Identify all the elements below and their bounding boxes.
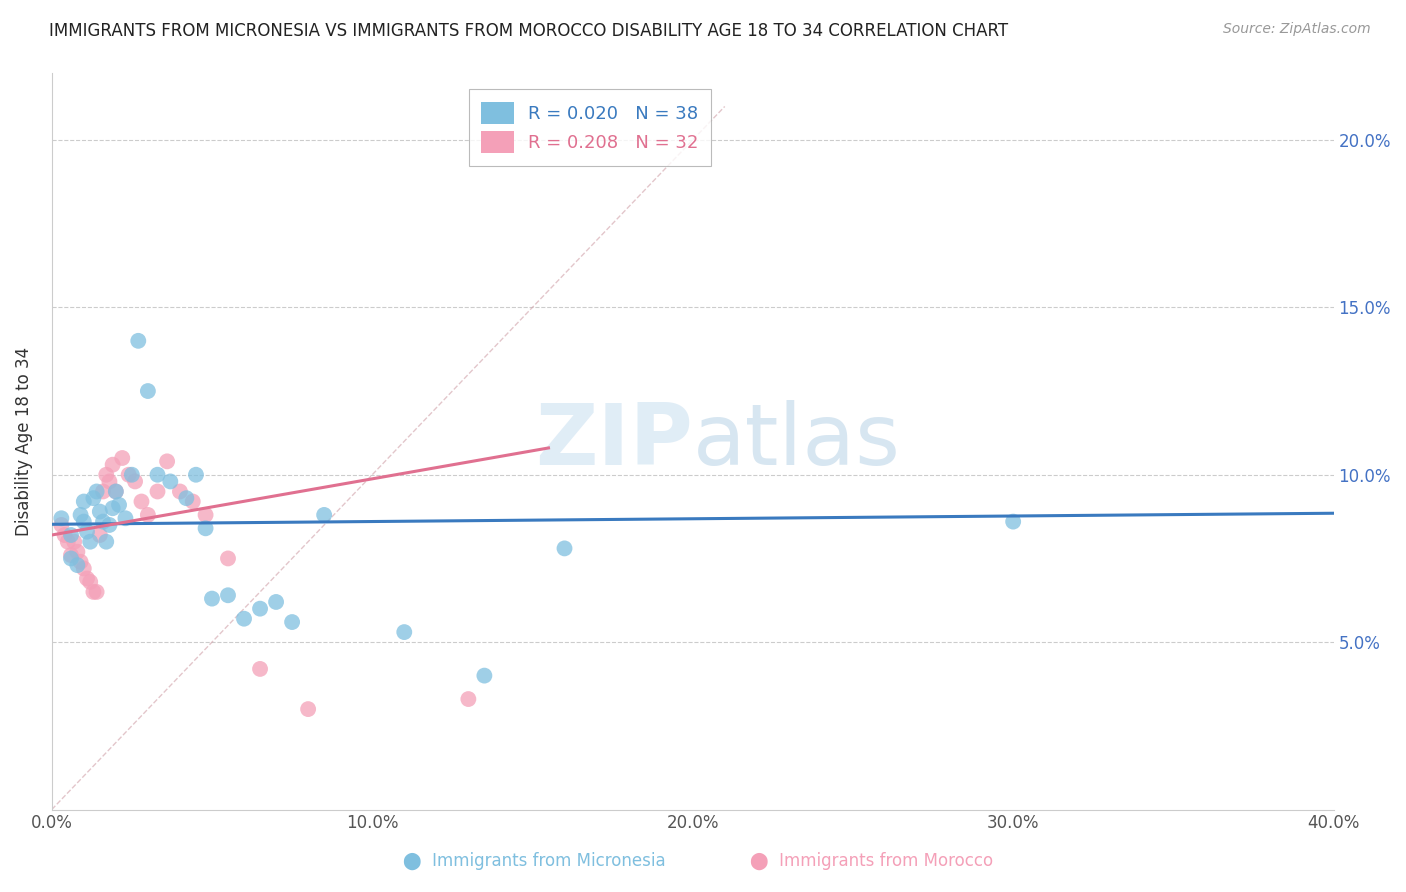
- Point: [104, 484, 127, 499]
- Point: [127, 334, 149, 348]
- Point: [314, 508, 336, 522]
- Point: [73, 494, 96, 508]
- Point: [69, 508, 91, 522]
- Point: [146, 484, 169, 499]
- Point: [124, 475, 146, 489]
- Point: [91, 515, 114, 529]
- Point: [101, 458, 124, 472]
- Point: [63, 534, 86, 549]
- Point: [96, 534, 118, 549]
- Point: [73, 515, 96, 529]
- Point: [76, 524, 98, 539]
- Point: [553, 541, 575, 556]
- Point: [217, 588, 239, 602]
- Point: [146, 467, 169, 482]
- Point: [51, 511, 73, 525]
- Point: [194, 521, 217, 535]
- Point: [66, 558, 89, 573]
- Text: ⬤  Immigrants from Morocco: ⬤ Immigrants from Morocco: [751, 852, 993, 870]
- Point: [249, 601, 271, 615]
- Point: [131, 494, 153, 508]
- Point: [59, 528, 82, 542]
- Point: [233, 612, 256, 626]
- Point: [104, 484, 127, 499]
- Point: [201, 591, 224, 606]
- Text: ⬤  Immigrants from Micronesia: ⬤ Immigrants from Micronesia: [404, 852, 665, 870]
- Point: [114, 511, 136, 525]
- Point: [194, 508, 217, 522]
- Point: [394, 625, 416, 640]
- Point: [98, 518, 121, 533]
- Point: [176, 491, 198, 505]
- Point: [69, 555, 91, 569]
- Point: [118, 467, 141, 482]
- Point: [108, 498, 131, 512]
- Point: [51, 518, 73, 533]
- Point: [457, 692, 479, 706]
- Point: [66, 545, 89, 559]
- Point: [111, 450, 134, 465]
- Point: [249, 662, 271, 676]
- Point: [59, 548, 82, 562]
- Point: [56, 534, 79, 549]
- Text: IMMIGRANTS FROM MICRONESIA VS IMMIGRANTS FROM MOROCCO DISABILITY AGE 18 TO 34 CO: IMMIGRANTS FROM MICRONESIA VS IMMIGRANTS…: [49, 22, 1008, 40]
- Point: [82, 491, 104, 505]
- Point: [184, 467, 207, 482]
- Point: [136, 508, 159, 522]
- Point: [121, 467, 143, 482]
- Text: ZIP: ZIP: [534, 400, 693, 483]
- Point: [91, 484, 114, 499]
- Point: [136, 384, 159, 398]
- Point: [101, 501, 124, 516]
- Point: [474, 668, 496, 682]
- Point: [159, 475, 181, 489]
- Point: [86, 484, 108, 499]
- Point: [59, 551, 82, 566]
- Point: [86, 585, 108, 599]
- Point: [281, 615, 304, 629]
- Text: atlas: atlas: [693, 400, 901, 483]
- Point: [76, 572, 98, 586]
- Point: [181, 494, 204, 508]
- Legend: R = 0.020   N = 38, R = 0.208   N = 32: R = 0.020 N = 38, R = 0.208 N = 32: [468, 89, 711, 166]
- Point: [89, 528, 111, 542]
- Point: [73, 561, 96, 575]
- Point: [96, 467, 118, 482]
- Y-axis label: Disability Age 18 to 34: Disability Age 18 to 34: [15, 347, 32, 536]
- Point: [169, 484, 191, 499]
- Text: Source: ZipAtlas.com: Source: ZipAtlas.com: [1223, 22, 1371, 37]
- Point: [79, 574, 101, 589]
- Point: [79, 534, 101, 549]
- Point: [297, 702, 319, 716]
- Point: [98, 475, 121, 489]
- Point: [82, 585, 104, 599]
- Point: [89, 505, 111, 519]
- Point: [217, 551, 239, 566]
- Point: [53, 528, 76, 542]
- Point: [264, 595, 287, 609]
- Point: [156, 454, 179, 468]
- Point: [1002, 515, 1025, 529]
